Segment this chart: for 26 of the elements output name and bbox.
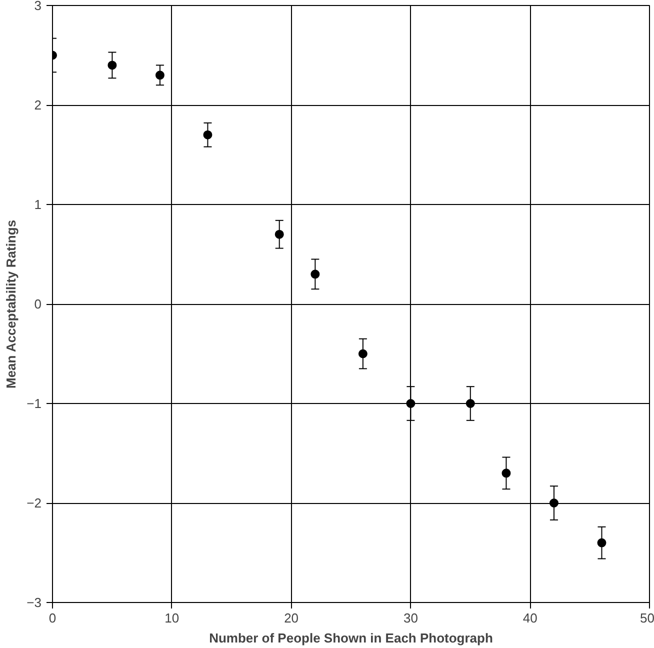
point <box>597 538 606 548</box>
point <box>203 130 212 140</box>
x-tick-label: 0 <box>48 610 56 626</box>
point <box>502 468 511 478</box>
point <box>274 230 284 239</box>
x-tick-label: 30 <box>403 610 418 626</box>
y-tick-label: 3 <box>34 0 42 13</box>
x-axis-title: Number of People Shown in Each Photograph <box>209 630 493 646</box>
y-axis-title: Mean Acceptability Ratings <box>4 220 19 389</box>
point <box>155 70 164 80</box>
point <box>310 270 320 279</box>
y-tick-label: 0 <box>34 296 42 312</box>
y-tick-label: 1 <box>34 197 42 212</box>
point <box>549 498 558 508</box>
point <box>358 349 368 358</box>
y-tick-label: 2 <box>34 98 42 112</box>
x-tick-label: 20 <box>284 610 299 626</box>
point <box>466 399 475 408</box>
y-tick-label: −1 <box>26 396 42 411</box>
x-tick-label: 10 <box>164 610 180 626</box>
x-tick-label: 50 <box>640 610 654 626</box>
x-tick-label: 40 <box>522 610 538 626</box>
point <box>406 399 416 408</box>
point <box>108 60 117 70</box>
y-tick-label: −3 <box>26 595 42 610</box>
y-tick-label: −2 <box>26 496 42 510</box>
